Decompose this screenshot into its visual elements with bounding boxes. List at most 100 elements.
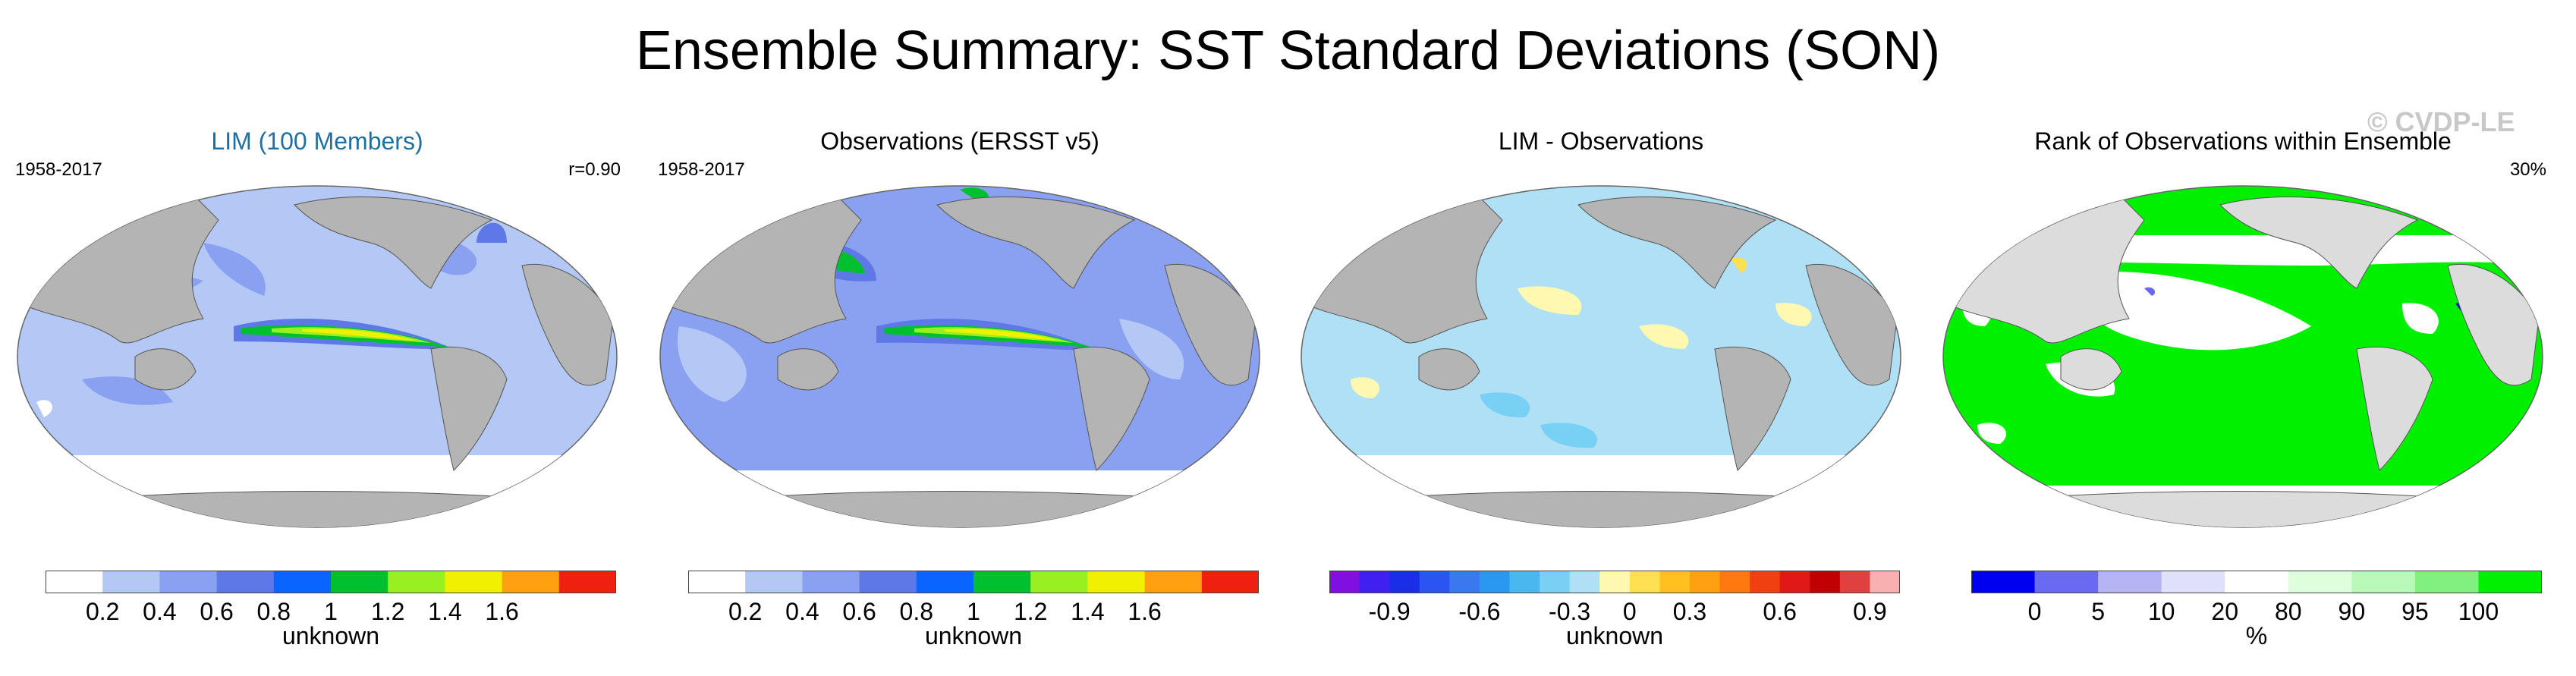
colorbar-swatch	[2478, 571, 2542, 593]
panel-observations: Observations (ERSST v5) 1958-2017 0	[649, 121, 1271, 668]
colorbar-swatch	[1419, 571, 1450, 593]
colorbar-tick-labels: 0 5 10 20 80 90 95 100	[1971, 598, 2542, 625]
colorbar-tick-label: 0.8	[899, 598, 934, 625]
colorbar-tick-label: 0.6	[200, 598, 234, 625]
period-label: 1958-2017	[658, 159, 745, 180]
colorbar-swatch	[1779, 571, 1810, 593]
map-lim	[17, 185, 618, 528]
percent-label: 30%	[2509, 159, 2546, 180]
colorbar-swatch	[1750, 571, 1781, 593]
period-label: 1958-2017	[15, 159, 102, 180]
colorbar-tick-label: 0	[2027, 598, 2042, 625]
colorbar-swatch	[973, 571, 1031, 593]
colorbar-swatch	[745, 571, 803, 593]
colorbar-swatch	[2161, 571, 2225, 593]
colorbar-swatch	[1719, 571, 1750, 593]
colorbar-frame	[688, 571, 1259, 593]
colorbar-tick-labels: 0.2 0.4 0.6 0.8 1 1.2 1.4 1.6	[688, 598, 1259, 625]
colorbar	[688, 571, 1259, 593]
colorbar-swatch	[1971, 571, 2036, 593]
colorbar-tick-label: 20	[2211, 598, 2239, 625]
colorbar-tick-label: 0.4	[785, 598, 819, 625]
colorbar-swatch	[1329, 571, 1360, 593]
colorbar-swatch	[1870, 571, 1900, 593]
colorbar-tick-label: 5	[2091, 598, 2106, 625]
colorbar-swatch	[1509, 571, 1540, 593]
colorbar-tick-label: 1.2	[1013, 598, 1048, 625]
colorbar-swatch	[2225, 571, 2289, 593]
map-rank	[1942, 185, 2543, 528]
colorbar-swatch	[2098, 571, 2162, 593]
colorbar-swatch	[216, 571, 275, 593]
colorbar-tick-label: 1.6	[1128, 598, 1162, 625]
colorbar-units: %	[2245, 622, 2268, 649]
colorbar-tick-label: 1.4	[1071, 598, 1105, 625]
colorbar-tick-label: 1.2	[370, 598, 405, 625]
colorbar-swatch	[1659, 571, 1691, 593]
colorbar-swatch	[273, 571, 332, 593]
colorbar-tick-label: 1	[324, 598, 338, 625]
colorbar-swatch	[159, 571, 218, 593]
colorbar-tick-label: 0.8	[256, 598, 291, 625]
panel-difference: LIM - Observations -0.9 -0.6 -0.3 0 0.3 0.6 0.…	[1290, 121, 1912, 668]
colorbar-tick-label: -0.3	[1549, 598, 1591, 625]
colorbar-units: unknown	[1565, 622, 1664, 649]
colorbar-swatch	[388, 571, 445, 593]
colorbar-swatch	[802, 571, 860, 593]
colorbar-swatch	[2414, 571, 2479, 593]
colorbar-tick-label: 1.6	[485, 598, 519, 625]
colorbar-swatch	[1479, 571, 1510, 593]
colorbar-tick-label: 10	[2147, 598, 2175, 625]
colorbar-tick-label: 0	[1622, 598, 1637, 625]
colorbar-swatch	[1540, 571, 1571, 593]
panel-rank: Rank of Observations within Ensemble 30%…	[1932, 121, 2554, 668]
colorbar-tick-label: -0.9	[1368, 598, 1411, 625]
colorbar-swatch	[1569, 571, 1600, 593]
colorbar-frame	[1329, 571, 1900, 593]
colorbar-units: unknown	[282, 622, 380, 649]
colorbar-swatch	[688, 571, 746, 593]
colorbar-swatch	[1144, 571, 1203, 593]
panel-lim: LIM (100 Members) 1958-2017 r=0.90 0	[6, 121, 628, 668]
colorbar-tick-label: 0.2	[728, 598, 763, 625]
colorbar-swatch	[102, 571, 160, 593]
colorbar-tick-label: 1	[967, 598, 980, 625]
colorbar-tick-label: 90	[2338, 598, 2366, 625]
colorbar-swatch	[2034, 571, 2099, 593]
correlation-label: r=0.90	[568, 159, 621, 180]
colorbar-tick-label: 0.9	[1853, 598, 1887, 625]
colorbar-tick-labels: 0.2 0.4 0.6 0.8 1 1.2 1.4 1.6	[46, 598, 616, 625]
colorbar-swatch	[1359, 571, 1390, 593]
colorbar-swatch	[1810, 571, 1841, 593]
colorbar-swatch	[46, 571, 103, 593]
colorbar-tick-label: 80	[2274, 598, 2302, 625]
colorbar-swatch	[916, 571, 974, 593]
figure-title: Ensemble Summary: SST Standard Deviation…	[635, 20, 1941, 81]
colorbar-tick-label: 1.4	[428, 598, 462, 625]
panel-title: LIM - Observations	[1498, 127, 1704, 155]
watermark: © CVDP-LE	[2367, 106, 2515, 137]
colorbar-swatch	[1449, 571, 1480, 593]
colorbar-swatch	[1629, 571, 1660, 593]
colorbar-tick-label: 0.6	[842, 598, 876, 625]
colorbar-swatch	[558, 571, 616, 593]
colorbar-swatch	[2351, 571, 2416, 593]
map-difference	[1301, 185, 1901, 528]
colorbar-swatch	[1689, 571, 1721, 593]
colorbar-frame	[1971, 571, 2542, 593]
colorbar-tick-label: 0.4	[143, 598, 177, 625]
colorbar-tick-label: -0.6	[1458, 598, 1501, 625]
colorbar-swatch	[1599, 571, 1631, 593]
colorbar-swatch	[2288, 571, 2352, 593]
colorbar-tick-label: 0.2	[85, 598, 120, 625]
colorbar-swatch	[1201, 571, 1259, 593]
colorbar-swatch	[1030, 571, 1088, 593]
colorbar-tick-label: 0.6	[1763, 598, 1797, 625]
colorbar-swatch	[331, 571, 388, 593]
colorbar-swatch	[1087, 571, 1146, 593]
colorbar-tick-label: 95	[2401, 598, 2429, 625]
panel-title: LIM (100 Members)	[211, 127, 423, 155]
colorbar-swatch	[1839, 571, 1870, 593]
map-observations	[659, 185, 1260, 528]
colorbar-tick-labels: -0.9 -0.6 -0.3 0 0.3 0.6 0.9	[1329, 598, 1900, 625]
